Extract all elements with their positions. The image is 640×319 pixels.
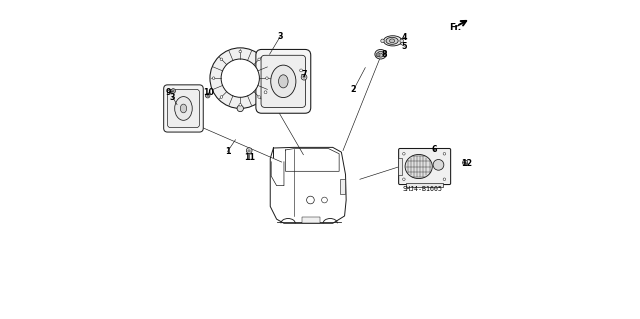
Text: 7: 7 — [302, 70, 307, 79]
FancyBboxPatch shape — [168, 89, 200, 128]
Text: 8: 8 — [381, 50, 387, 59]
Ellipse shape — [180, 104, 187, 113]
Circle shape — [210, 48, 271, 108]
Circle shape — [258, 58, 260, 61]
Text: SHJ4-B1605: SHJ4-B1605 — [402, 186, 442, 192]
Ellipse shape — [386, 37, 398, 44]
FancyBboxPatch shape — [261, 55, 305, 108]
Circle shape — [376, 53, 380, 57]
Text: 6: 6 — [431, 145, 437, 154]
Ellipse shape — [175, 97, 192, 120]
Text: 10: 10 — [204, 88, 214, 97]
Circle shape — [403, 178, 405, 181]
Circle shape — [381, 39, 384, 42]
Text: Fr.: Fr. — [449, 23, 461, 32]
Text: 3: 3 — [170, 93, 175, 102]
Text: 5: 5 — [402, 42, 407, 51]
Text: 3: 3 — [277, 32, 283, 41]
Text: 4: 4 — [402, 33, 407, 42]
Circle shape — [264, 91, 267, 94]
Bar — [302, 217, 320, 223]
Ellipse shape — [271, 65, 296, 98]
Circle shape — [205, 93, 210, 98]
Circle shape — [221, 59, 259, 97]
Circle shape — [258, 96, 260, 98]
Text: 9: 9 — [166, 88, 172, 97]
Text: 1: 1 — [225, 147, 230, 156]
Circle shape — [300, 69, 303, 72]
Bar — [340, 179, 345, 194]
Circle shape — [220, 96, 223, 98]
Circle shape — [246, 148, 252, 153]
Ellipse shape — [278, 75, 288, 88]
Circle shape — [384, 52, 387, 55]
Ellipse shape — [383, 36, 402, 46]
FancyBboxPatch shape — [256, 49, 311, 113]
Circle shape — [400, 39, 403, 42]
Circle shape — [433, 160, 444, 170]
Circle shape — [237, 105, 243, 112]
Circle shape — [212, 77, 215, 79]
Circle shape — [239, 104, 241, 106]
Circle shape — [403, 152, 405, 155]
Circle shape — [171, 89, 175, 93]
Circle shape — [239, 50, 241, 53]
Bar — [398, 158, 401, 175]
Text: 11: 11 — [244, 153, 255, 162]
FancyBboxPatch shape — [399, 149, 451, 184]
Ellipse shape — [378, 51, 384, 57]
Ellipse shape — [375, 49, 387, 59]
Ellipse shape — [405, 154, 432, 179]
FancyBboxPatch shape — [164, 85, 204, 132]
Circle shape — [443, 152, 445, 155]
Circle shape — [443, 178, 445, 181]
Text: 2: 2 — [351, 85, 356, 94]
Text: 12: 12 — [461, 159, 472, 168]
Ellipse shape — [390, 39, 395, 43]
Circle shape — [301, 74, 307, 80]
Bar — [406, 183, 444, 187]
Circle shape — [220, 58, 223, 61]
Circle shape — [266, 77, 268, 79]
Circle shape — [463, 160, 468, 165]
